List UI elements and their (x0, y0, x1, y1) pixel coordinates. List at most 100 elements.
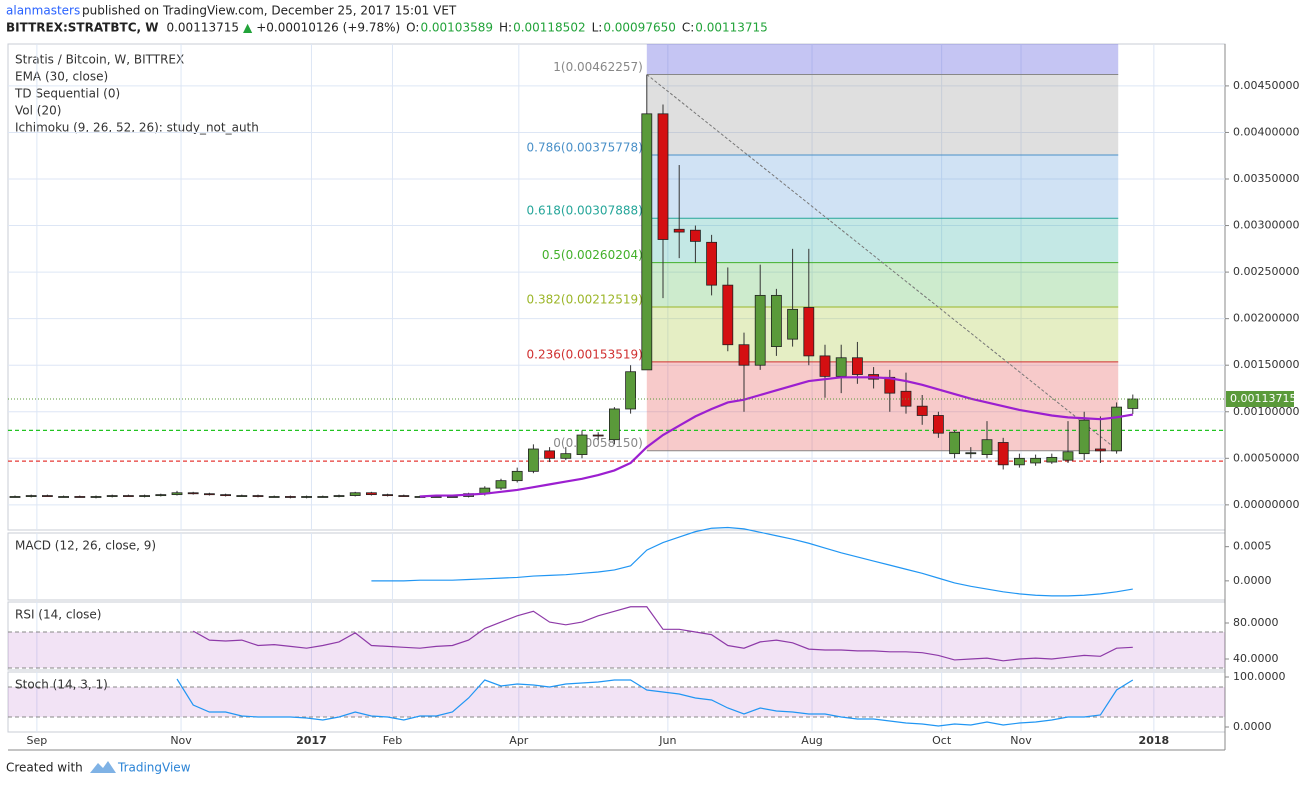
fib-band (646, 154, 1119, 219)
y-tick-label: 0.00450000 (1233, 79, 1299, 92)
legend-item: Stratis / Bitcoin, W, BITTREX (15, 53, 184, 67)
y-tick-label: 100.0000 (1233, 670, 1286, 683)
header-item: 0.00103589 (420, 21, 493, 35)
indicator-line (192, 606, 1133, 662)
y-tick-label: 0.00100000 (1233, 405, 1299, 418)
candle-body (625, 371, 636, 410)
last-price-label: 0.00113715 (1230, 392, 1296, 405)
candle-body (365, 492, 377, 496)
candle-body (317, 496, 329, 498)
candle-body (106, 495, 118, 497)
x-tick-label: Feb (383, 734, 402, 747)
candle-body (90, 496, 102, 498)
candle-body (74, 496, 86, 498)
legend-item: Vol (20) (15, 104, 61, 118)
user[interactable]: alanmasters (6, 4, 80, 18)
candle-body (981, 439, 993, 455)
y-tick-label: 0.00250000 (1233, 265, 1299, 278)
candle-body (236, 495, 248, 497)
candle-body (333, 495, 345, 497)
candle-body (301, 496, 313, 498)
candle-body (139, 495, 151, 497)
fib-label: 0.786(0.00375778) (527, 140, 643, 154)
candle-body (42, 495, 53, 497)
header-item: L: (592, 21, 603, 35)
candle-body (706, 241, 717, 286)
candle-body (1095, 448, 1106, 452)
candle-body (1062, 451, 1074, 461)
candle-body (544, 450, 555, 459)
candle-body (155, 494, 167, 497)
candle-body (528, 448, 539, 472)
candle-body (1078, 419, 1090, 455)
x-tick-label: Nov (1010, 734, 1032, 747)
fib-label: 1(0.00462257) (553, 60, 643, 74)
candle-body (771, 294, 782, 347)
candle-body (933, 415, 944, 434)
x-tick-label: 2018 (1139, 734, 1170, 747)
x-tick-label: 2017 (296, 734, 327, 747)
pane-title: MACD (12, 26, close, 9) (15, 539, 156, 553)
header-item: 0.00113715 (166, 21, 239, 35)
legend: Stratis / Bitcoin, W, BITTREX EMA (30, cl… (14, 53, 259, 135)
x-tick-label: Oct (932, 734, 952, 747)
candle-body (171, 492, 183, 496)
candle-body (187, 492, 199, 495)
candle-body (220, 494, 232, 497)
fib-label: 0.382(0.00212519) (527, 292, 643, 306)
fib-band (646, 74, 1119, 155)
candle-body (284, 496, 296, 498)
fib-label: 0.618(0.00307888) (527, 204, 643, 218)
fib-band (646, 306, 1119, 362)
x-tick-label: Apr (509, 734, 529, 747)
y-tick-label: 40.0000 (1233, 652, 1279, 665)
candle-body (657, 113, 669, 240)
header-item: BITTREX:STRATBTC, W (6, 21, 158, 35)
candle-body (9, 496, 21, 498)
indicator-line (176, 678, 1134, 727)
candle-body (835, 357, 847, 377)
ema-line (419, 376, 1133, 498)
y-tick-label: 80.0000 (1233, 616, 1279, 629)
candle-body (1014, 457, 1025, 466)
candle-body (754, 294, 766, 366)
y-tick-label: 0.0000 (1233, 720, 1272, 733)
header-item: 0.00113715 (695, 21, 768, 35)
y-tick-label: 0.00400000 (1233, 125, 1299, 138)
candle-body (382, 494, 394, 497)
x-tick-label: Aug (801, 734, 822, 747)
y-tick-label: 0.00200000 (1233, 312, 1299, 325)
candle-body (203, 493, 215, 496)
y-tick-label: 0.00150000 (1233, 358, 1299, 371)
pane-title: Stoch (14, 3, 1) (15, 678, 108, 692)
fib-label: 0.5(0.00260204) (542, 248, 643, 262)
candle-body (592, 434, 604, 437)
logo (90, 761, 116, 773)
candle-body (1111, 406, 1122, 452)
candle-body (495, 480, 507, 489)
y-tick-label: 0.00050000 (1233, 451, 1299, 464)
candle-body (123, 495, 134, 497)
candle-body (641, 113, 653, 371)
candle-body (916, 405, 928, 416)
fib-band (646, 218, 1119, 263)
candle-body (252, 495, 264, 497)
candle-body (576, 434, 588, 455)
candle-body (673, 228, 685, 233)
legend-item: Ichimoku (9, 26, 52, 26): study_not_auth (15, 121, 259, 135)
pane-title: RSI (14, close) (15, 608, 101, 622)
candle-body (690, 229, 701, 242)
candle-body (25, 495, 37, 497)
pane-band (8, 631, 1225, 669)
candle-body (560, 453, 572, 459)
candle-body (349, 492, 361, 496)
candle-body (722, 284, 734, 346)
footer-created: Created with (6, 761, 83, 775)
footer-brand[interactable]: TradingView (117, 761, 191, 775)
header-item: 0.00097650 (603, 21, 676, 35)
y-tick-label: 0.0005 (1233, 540, 1272, 553)
candle-body (511, 470, 523, 482)
candle-body (1030, 457, 1041, 464)
symbol-line: BITTREX:STRATBTC, W 0.00113715 ▲ +0.0001012… (6, 21, 768, 35)
y-tick-label: 0.0000 (1233, 574, 1272, 587)
